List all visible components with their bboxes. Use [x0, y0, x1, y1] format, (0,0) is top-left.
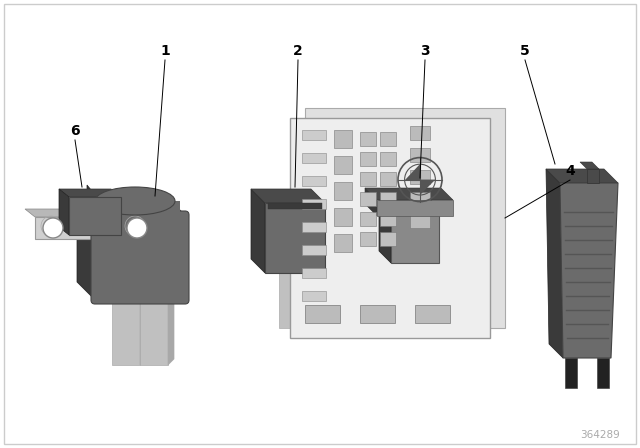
- Ellipse shape: [95, 187, 175, 215]
- Bar: [415, 305, 450, 323]
- Bar: [302, 245, 326, 255]
- Bar: [410, 126, 430, 140]
- Bar: [265, 203, 325, 273]
- Bar: [380, 232, 396, 246]
- Polygon shape: [546, 169, 618, 183]
- Bar: [302, 130, 326, 140]
- Polygon shape: [379, 196, 439, 208]
- Text: 364289: 364289: [580, 430, 620, 440]
- Text: 6: 6: [70, 124, 80, 138]
- Polygon shape: [251, 189, 325, 203]
- Polygon shape: [560, 183, 618, 358]
- Polygon shape: [290, 118, 490, 338]
- Polygon shape: [402, 263, 417, 313]
- Text: 1: 1: [160, 44, 170, 58]
- Bar: [334, 156, 352, 174]
- Polygon shape: [59, 189, 121, 197]
- Polygon shape: [365, 188, 453, 200]
- Bar: [360, 172, 376, 186]
- Polygon shape: [293, 273, 311, 328]
- Bar: [410, 170, 430, 184]
- Polygon shape: [365, 188, 377, 216]
- Bar: [360, 132, 376, 146]
- Bar: [302, 153, 326, 163]
- Bar: [268, 203, 322, 209]
- Polygon shape: [59, 189, 69, 235]
- Text: 4: 4: [565, 164, 575, 178]
- Text: 2: 2: [293, 44, 303, 58]
- Bar: [410, 148, 430, 162]
- Bar: [302, 176, 326, 186]
- Polygon shape: [87, 185, 100, 215]
- Polygon shape: [305, 108, 505, 328]
- Polygon shape: [251, 189, 265, 273]
- Polygon shape: [311, 269, 315, 328]
- Bar: [380, 212, 396, 226]
- Bar: [360, 305, 395, 323]
- Polygon shape: [100, 201, 180, 215]
- Circle shape: [43, 218, 63, 238]
- Bar: [391, 208, 439, 263]
- Bar: [587, 169, 599, 183]
- Polygon shape: [140, 300, 168, 365]
- Bar: [360, 212, 376, 226]
- Polygon shape: [420, 180, 435, 195]
- Bar: [360, 232, 376, 246]
- Polygon shape: [404, 164, 420, 180]
- Bar: [35, 217, 155, 239]
- Bar: [334, 208, 352, 226]
- Bar: [360, 192, 376, 206]
- Circle shape: [127, 218, 147, 238]
- Bar: [380, 192, 396, 206]
- Bar: [565, 358, 577, 388]
- Polygon shape: [112, 300, 140, 365]
- Bar: [302, 199, 326, 209]
- Polygon shape: [297, 269, 301, 328]
- Polygon shape: [580, 162, 599, 169]
- Polygon shape: [546, 169, 563, 358]
- Text: 3: 3: [420, 44, 430, 58]
- Polygon shape: [25, 209, 155, 217]
- Polygon shape: [413, 263, 428, 313]
- Bar: [305, 305, 340, 323]
- Bar: [410, 214, 430, 228]
- Text: 5: 5: [520, 44, 530, 58]
- Bar: [69, 197, 121, 235]
- FancyBboxPatch shape: [91, 211, 189, 304]
- Polygon shape: [140, 294, 146, 365]
- Bar: [302, 268, 326, 278]
- Polygon shape: [77, 197, 95, 300]
- Polygon shape: [379, 196, 391, 263]
- Bar: [377, 200, 453, 216]
- Bar: [597, 358, 609, 388]
- Bar: [410, 192, 430, 206]
- Bar: [302, 291, 326, 301]
- Polygon shape: [279, 273, 297, 328]
- Bar: [334, 182, 352, 200]
- Bar: [380, 132, 396, 146]
- Bar: [380, 152, 396, 166]
- Bar: [302, 222, 326, 232]
- Bar: [334, 234, 352, 252]
- Bar: [380, 172, 396, 186]
- Polygon shape: [168, 294, 174, 365]
- Polygon shape: [77, 197, 185, 215]
- Bar: [360, 152, 376, 166]
- Bar: [334, 130, 352, 148]
